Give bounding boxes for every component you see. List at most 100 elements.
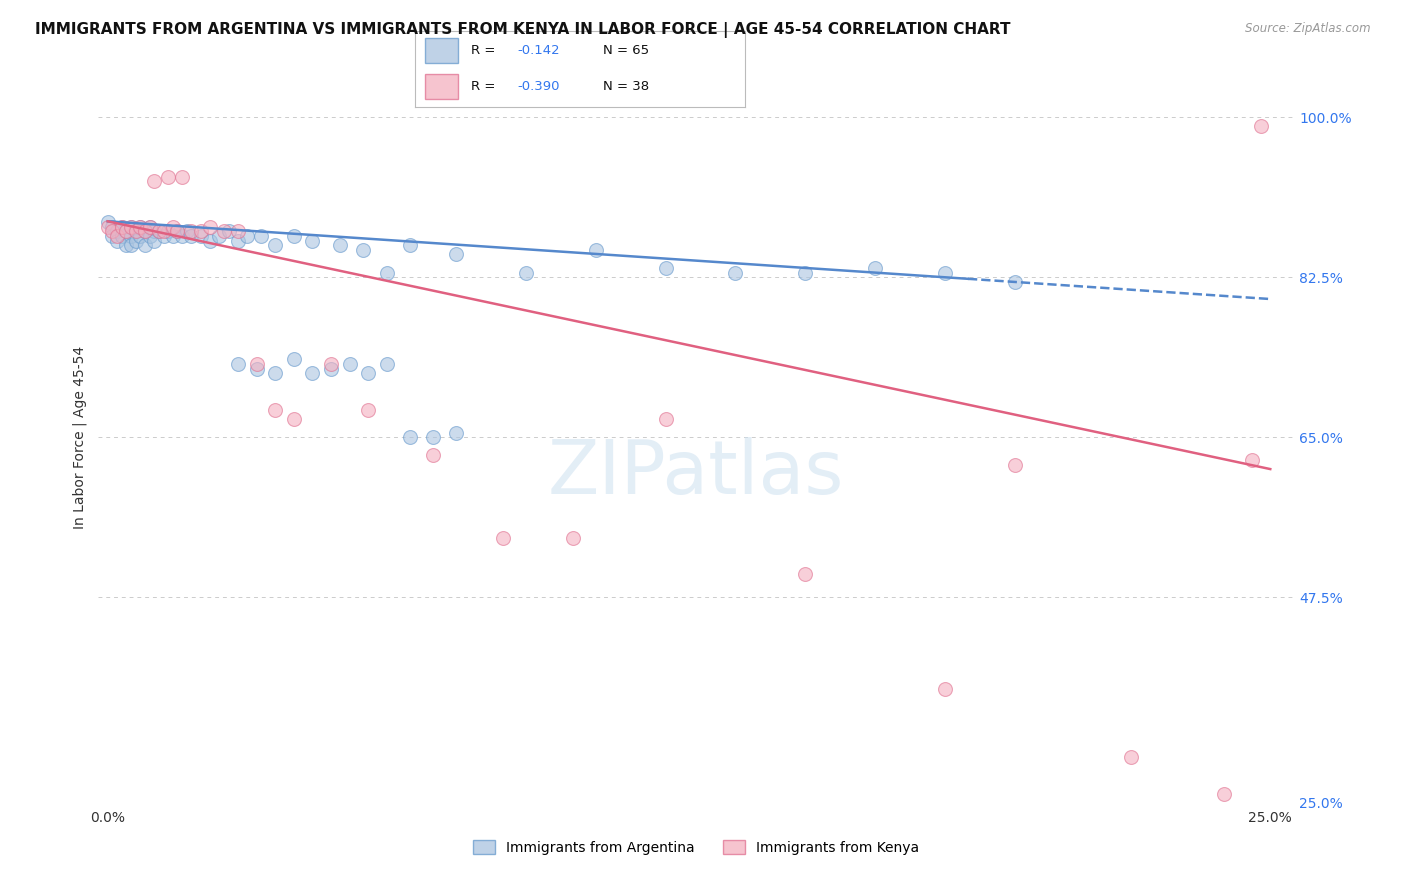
Point [329,238,352,252]
Point [101,219,124,234]
Point [264,366,287,380]
Point [212,224,235,238]
Point [129,219,152,234]
FancyBboxPatch shape [425,74,458,99]
Point [934,266,956,280]
Point [198,234,221,248]
Text: ZIPatlas: ZIPatlas [548,437,844,510]
Point [934,681,956,696]
Point [180,224,202,238]
Point [561,531,583,545]
Point [134,224,156,238]
Point [162,219,184,234]
Point [245,361,267,376]
Point [585,243,607,257]
Point [319,357,342,371]
Point [157,169,180,184]
Point [124,224,146,238]
Point [1212,787,1234,801]
Point [143,174,166,188]
Point [138,219,160,234]
Point [446,247,468,261]
Point [1119,750,1142,764]
Point [111,219,134,234]
Point [422,430,444,444]
FancyBboxPatch shape [425,38,458,63]
Text: -0.390: -0.390 [517,80,560,94]
Point [172,228,194,243]
Point [319,361,342,376]
Point [226,357,249,371]
Text: -0.142: -0.142 [517,44,560,57]
Point [101,224,124,238]
Point [1240,453,1263,467]
Point [264,402,287,417]
Point [115,224,138,238]
Point [226,234,249,248]
Point [655,260,678,275]
Point [134,238,156,252]
Text: Source: ZipAtlas.com: Source: ZipAtlas.com [1246,22,1371,36]
Point [129,228,152,243]
Point [148,224,170,238]
Point [353,243,375,257]
Point [863,260,886,275]
Point [143,224,166,238]
Point [190,228,212,243]
Point [208,228,231,243]
Point [111,228,134,243]
Point [264,238,287,252]
Point [138,219,160,234]
Point [105,224,128,238]
Point [245,357,267,371]
Point [236,228,259,243]
Point [190,224,212,238]
Point [794,266,817,280]
Point [301,366,323,380]
Point [97,219,120,234]
Point [124,234,146,248]
Text: R =: R = [471,80,499,94]
Point [172,169,194,184]
Point [375,357,398,371]
Point [134,224,156,238]
Point [152,224,174,238]
Point [129,219,152,234]
Point [492,531,515,545]
Point [375,266,398,280]
Point [515,266,537,280]
Point [399,238,422,252]
Point [339,357,361,371]
Point [283,411,305,425]
Point [1004,458,1026,472]
Point [724,266,747,280]
Point [120,228,142,243]
Point [97,215,120,229]
Point [399,430,422,444]
Point [176,224,198,238]
Point [357,402,380,417]
Point [120,219,142,234]
Point [166,224,188,238]
Point [1004,275,1026,289]
Point [138,228,160,243]
Point [105,228,128,243]
Point [162,228,184,243]
Point [124,224,146,238]
Point [357,366,380,380]
Point [115,238,138,252]
Point [101,228,124,243]
Point [250,228,273,243]
Point [218,224,240,238]
Point [148,224,170,238]
Point [120,219,142,234]
Text: IMMIGRANTS FROM ARGENTINA VS IMMIGRANTS FROM KENYA IN LABOR FORCE | AGE 45-54 CO: IMMIGRANTS FROM ARGENTINA VS IMMIGRANTS … [35,22,1011,38]
Point [283,228,305,243]
Point [422,449,444,463]
Point [1250,120,1272,134]
Text: R =: R = [471,44,499,57]
Point [283,352,305,367]
Point [794,567,817,582]
Point [157,224,180,238]
Point [166,224,188,238]
